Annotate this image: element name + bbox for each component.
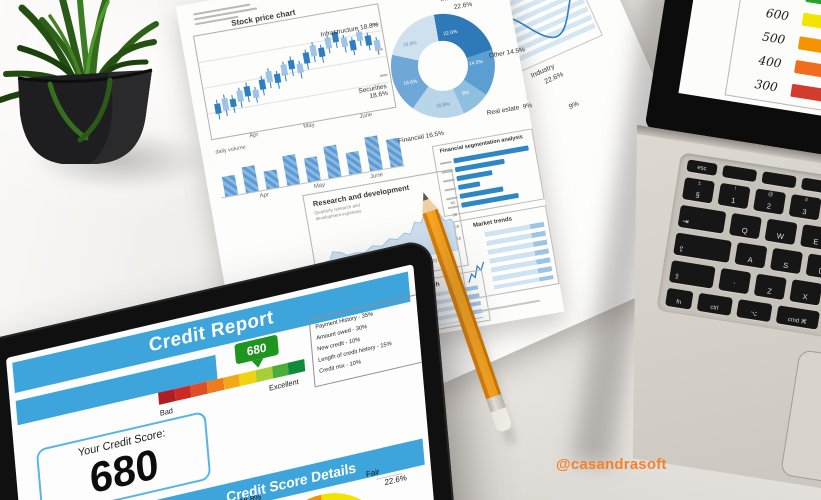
score-range-chart: 700 600 500 400 300 [724,0,821,130]
watermark: @casandrasoft [556,456,667,473]
finance-donut-pct: 18.8% [402,40,418,49]
finance-donut-pct: 16.5% [435,101,451,110]
finance-donut-pct: 9% [461,89,470,97]
finance-label-financial: Financial 16.5% [397,129,445,145]
key-tab: ⇥ [678,205,727,234]
your-score-box: Your Credit Score: 680 [35,410,212,500]
key-f1-icon [722,165,757,182]
finance-donut-pct: 14.5% [468,58,484,68]
market-sparkline [468,261,485,283]
key-e: E [800,224,821,250]
key-s: S [770,248,803,274]
key-alt: ⌥ [736,299,772,322]
key-x: X [789,279,821,305]
stock-x-apr: Apr [248,132,260,140]
finance-donut-chart: 22.6% 14.5% 9% 16.5% 18.6% 18.8% [382,5,504,127]
volume-x-apr: Apr [259,192,270,200]
key-shift: ⇧ [669,260,716,289]
key-a: A [734,242,767,268]
gauge-label-excellent: Excellent [268,376,300,393]
gauge-label-bad: Bad [159,405,174,418]
key-w: W [764,219,797,245]
volume-x-may: May [313,182,326,191]
range-300: 300 [753,76,779,95]
volume-x-june: June [369,172,384,181]
key-ctrl: ctrl [697,293,733,316]
stock-chart [192,3,397,141]
key-f3-icon [801,178,821,195]
range-600: 600 [765,5,790,24]
score-flag-pointer [251,358,265,369]
finance-label-industry-pct: 22.6% [453,0,473,12]
key-q: Q [729,213,762,239]
rnd-ytick: 30 [452,211,458,218]
credit-label-fair: Fair [365,466,380,480]
range-500: 500 [761,29,787,47]
market-trends-table: Market trends [453,205,560,301]
candlestick-series [214,29,381,120]
key-esc: esc [686,159,718,176]
laptop-keyboard: esc ±§ !1 @2 #3 $4 ⇥ Q W E R [656,152,821,362]
laptop-screen: 700 600 500 400 300 [678,0,821,136]
range-bar-700 [805,0,821,11]
key-1: ! 1 [717,183,750,209]
market-trends-title: Market trends [472,216,513,230]
range-bar-400 [794,60,821,82]
finance-donut-pct: 18.6% [402,78,418,87]
stock-x-june: June [359,111,373,121]
finance-donut-pct: 22.6% [442,28,458,38]
key-d: D [806,253,821,279]
key-caps: ⇪ [673,232,732,262]
range-bar-300 [790,83,821,106]
key-fn: fn [665,288,693,310]
key-section: ± § [682,177,715,203]
range-bar-500 [797,36,821,58]
stock-x-may: May [302,122,316,131]
tablet-screen: Credit Report 680 Bad Excellent [5,264,449,500]
range-bar-600 [801,12,821,34]
laptop-trackpad [780,349,821,500]
key-3: #3 [789,194,821,220]
finance-label-realestate: Real estate 9% [486,102,533,117]
key-backtick: ` [718,268,751,294]
potted-plant [0,0,159,164]
key-cmd: cmd ⌘ [776,305,820,329]
key-2: @2 [753,188,786,214]
key-z: Z [754,274,787,300]
range-400: 400 [757,53,783,71]
back-other-pct: 9% [567,100,581,111]
key-f2-icon [761,171,796,188]
rnd-ytick: 40 [450,199,456,206]
